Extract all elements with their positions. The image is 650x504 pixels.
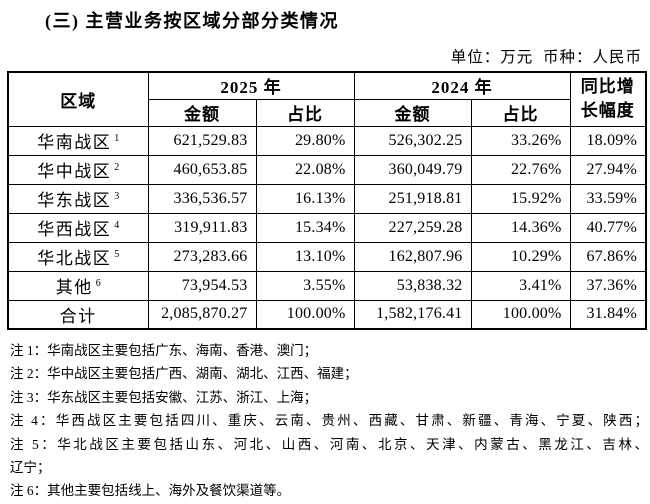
ratio-2024-cell: 3.41% — [470, 270, 571, 301]
note-line: 注 3：华东战区主要包括安徽、江苏、浙江、上海； — [10, 389, 318, 405]
region-label: 华南战区 — [37, 133, 112, 152]
header-row-2: 金额 占比 金额 占比 — [8, 98, 646, 127]
amount-2025-cell: 460,653.85 — [147, 154, 257, 185]
yoy-cell: 67.86% — [569, 241, 647, 272]
page-title: (三) 主营业务按区域分部分类情况 — [45, 11, 339, 31]
yoy-cell: 27.94% — [569, 154, 647, 185]
header-amount-2024: 金额 — [353, 98, 472, 127]
yoy-cell: 40.77% — [569, 212, 647, 243]
header-year-2025: 2025 年 — [147, 71, 355, 100]
table-row: 华北战区 5 273,283.66 13.10% 162,807.96 10.29% 67.… — [7, 241, 647, 272]
amount-2025-cell: 319,911.83 — [147, 212, 257, 243]
region-footnote-sup: 1 — [114, 133, 120, 145]
ratio-2024-cell: 22.76% — [470, 154, 571, 185]
yoy-cell: 33.59% — [569, 183, 647, 214]
header-row-1: 区域 2025 年 2024 年 同比增 长幅度 — [7, 71, 647, 127]
table-row: 华东战区 3 336,536.57 16.13% 251,918.81 15.92% 33.… — [7, 183, 647, 214]
amount-2025-cell: 273,283.66 — [147, 241, 257, 272]
ratio-2025-cell: 13.10% — [255, 241, 355, 272]
report-page: (三) 主营业务按区域分部分类情况 单位：万元 币种：人民币 区域 2025 年… — [0, 7, 650, 504]
note-line: 注 4：华西战区主要包括四川、重庆、云南、贵州、西藏、甘肃、新疆、青海、宁夏、陕… — [10, 413, 648, 429]
region-footnote-sup: 3 — [114, 191, 120, 203]
notes-section: 注 1：华南战区主要包括广东、海南、香港、澳门； 注 2：华中战区主要包括广西、湖… — [10, 339, 648, 503]
note-line: 辽宁； — [10, 460, 51, 476]
region-label: 合计 — [59, 306, 97, 326]
region-cell: 华中战区 2 — [7, 154, 149, 185]
note-line: 注 6：其他主要包括线上、海外及餐饮渠道等。 — [10, 483, 291, 499]
amount-2024-cell: 251,918.81 — [353, 183, 472, 214]
yoy-cell: 31.84% — [569, 299, 647, 330]
region-cell: 华西战区 4 — [7, 212, 149, 243]
yoy-cell: 18.09% — [569, 125, 647, 156]
amount-2025-cell: 73,954.53 — [147, 270, 257, 301]
amount-2024-cell: 360,049.79 — [353, 154, 472, 185]
ratio-2025-cell: 3.55% — [255, 270, 355, 301]
amount-2025-cell: 2,085,870.27 — [147, 299, 257, 330]
table-row: 其他 6 73,954.53 3.55% 53,838.32 3.41% 37.36% — [7, 270, 647, 301]
region-cell: 华北战区 5 — [7, 241, 149, 272]
note-line: 注 2：华中战区主要包括广西、湖南、湖北、江西、福建； — [10, 366, 358, 382]
amount-2025-cell: 336,536.57 — [147, 183, 257, 214]
region-footnote-sup: 2 — [114, 162, 120, 174]
ratio-2025-cell: 100.00% — [255, 299, 355, 330]
unit-currency-note: 单位：万元 币种：人民币 — [450, 49, 642, 66]
segment-table-body: 华南战区 1 621,529.83 29.80% 526,302.25 33.26% 18.… — [7, 125, 647, 330]
ratio-2024-cell: 14.36% — [470, 212, 571, 243]
ratio-2024-cell: 10.29% — [470, 241, 571, 272]
region-cell: 华南战区 1 — [7, 125, 149, 156]
header-ratio-2025: 占比 — [255, 98, 355, 127]
region-label: 其他 — [55, 278, 93, 297]
ratio-2024-cell: 100.00% — [470, 299, 571, 330]
amount-2024-cell: 53,838.32 — [353, 270, 472, 301]
ratio-2025-cell: 15.34% — [255, 212, 355, 243]
table-row: 华中战区 2 460,653.85 22.08% 360,049.79 22.76% 27.… — [7, 154, 647, 185]
segment-table: 区域 2025 年 2024 年 同比增 长幅度 金额 占比 金额 占比 华南战… — [7, 71, 647, 330]
header-yoy-growth: 同比增 长幅度 — [569, 71, 647, 127]
amount-2024-cell: 526,302.25 — [353, 125, 472, 156]
yoy-cell: 37.36% — [569, 270, 647, 301]
amount-2024-cell: 1,582,176.41 — [353, 299, 472, 330]
amount-2024-cell: 227,259.28 — [353, 212, 472, 243]
header-region: 区域 — [7, 71, 149, 127]
amount-2025-cell: 621,529.83 — [147, 125, 257, 156]
region-label: 华东战区 — [37, 191, 112, 210]
note-line: 注 1：华南战区主要包括广东、海南、香港、澳门； — [10, 343, 318, 358]
ratio-2025-cell: 22.08% — [255, 154, 355, 185]
region-label: 华北战区 — [37, 249, 112, 268]
region-label: 华西战区 — [37, 220, 112, 239]
table-row: 华南战区 1 621,529.83 29.80% 526,302.25 33.26% 18.… — [7, 125, 647, 156]
header-amount-2025: 金额 — [147, 98, 257, 127]
region-cell: 其他 6 — [7, 270, 149, 301]
region-cell: 华东战区 3 — [7, 183, 149, 214]
ratio-2024-cell: 33.26% — [470, 125, 571, 156]
header-ratio-2024: 占比 — [470, 98, 571, 127]
region-cell: 合计 — [7, 299, 149, 330]
ratio-2025-cell: 16.13% — [255, 183, 355, 214]
region-footnote-sup: 4 — [114, 220, 120, 232]
table-total-row: 合计 2,085,870.27 100.00% 1,582,176.41 100.00%… — [7, 299, 647, 330]
region-footnote-sup: 5 — [114, 249, 120, 261]
region-label: 华中战区 — [37, 162, 112, 181]
amount-2024-cell: 162,807.96 — [353, 241, 472, 272]
segment-table-header: 区域 2025 年 2024 年 同比增 长幅度 金额 占比 金额 占比 — [7, 71, 647, 127]
ratio-2024-cell: 15.92% — [470, 183, 571, 214]
table-row: 华西战区 4 319,911.83 15.34% 227,259.28 14.36% 40.… — [7, 212, 647, 243]
ratio-2025-cell: 29.80% — [255, 125, 355, 156]
region-footnote-sup: 6 — [95, 278, 101, 290]
note-line: 注 5：华北战区主要包括山东、河北、山西、河南、北京、天津、内蒙古、黑龙江、吉林… — [10, 436, 648, 452]
header-year-2024: 2024 年 — [353, 71, 571, 100]
